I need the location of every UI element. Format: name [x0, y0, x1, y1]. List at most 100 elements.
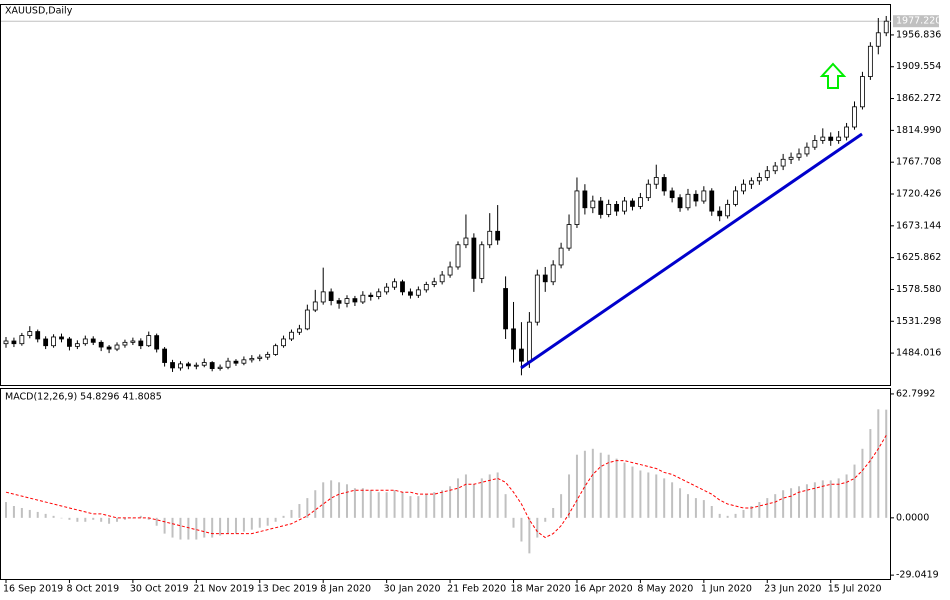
- y-tick-label: 1625.862: [896, 252, 941, 263]
- macd-bar: [496, 472, 499, 518]
- macd-bar: [314, 490, 317, 518]
- candle-body: [558, 247, 564, 266]
- candle-body: [804, 146, 810, 155]
- x-tick-label: 15 Jul 2020: [828, 584, 882, 595]
- candle-body: [415, 289, 421, 296]
- candle-body: [154, 335, 160, 350]
- macd-bar: [60, 517, 63, 519]
- x-tick-label: 8 Jan 2020: [320, 584, 371, 595]
- macd-bar: [163, 517, 166, 534]
- macd-bar: [758, 502, 761, 518]
- macd-bar: [377, 492, 380, 518]
- macd-bar: [322, 482, 325, 518]
- macd-bar: [76, 517, 79, 522]
- candle-body: [867, 45, 873, 77]
- macd-bar: [829, 480, 832, 518]
- candle-body: [590, 200, 596, 209]
- y-tick-label: 1484.016: [896, 348, 941, 359]
- candle-body: [67, 338, 72, 347]
- macd-bar: [694, 498, 697, 518]
- macd-bar: [504, 494, 507, 518]
- candle-body: [598, 200, 604, 215]
- candle-body: [19, 335, 25, 345]
- candle-body: [122, 341, 128, 346]
- macd-bar: [480, 478, 483, 518]
- macd-bar: [710, 505, 713, 518]
- candle-body: [812, 140, 818, 148]
- candle-body: [645, 183, 651, 199]
- y-tick-label: 1814.990: [896, 125, 941, 136]
- macd-bar: [821, 480, 824, 518]
- candle-body: [130, 340, 136, 343]
- x-tick-label: 8 May 2020: [637, 584, 693, 595]
- candle-body: [582, 190, 588, 209]
- chart-title: XAUUSD,Daily: [5, 6, 73, 17]
- candle-body: [495, 230, 501, 241]
- x-tick-label: 30 Jan 2020: [384, 584, 441, 595]
- macd-bar: [266, 517, 269, 526]
- macd-bar: [734, 513, 737, 518]
- macd-bar: [219, 517, 222, 536]
- candle-body: [749, 180, 754, 185]
- macd-bar: [599, 452, 602, 518]
- marks: 1484.016 1531.298 1578.580 1625.862 1673.144…: [1, 15, 941, 595]
- candle-body: [756, 177, 762, 182]
- macd-bar: [409, 496, 412, 518]
- macd-bar: [885, 409, 888, 518]
- candle-body: [392, 281, 397, 288]
- candle-body: [162, 348, 168, 363]
- macd-bar: [623, 462, 626, 518]
- candle-body: [653, 177, 659, 185]
- macd-bar: [68, 517, 71, 520]
- y-tick-label: -29.0419: [896, 570, 939, 581]
- candle-body: [622, 200, 627, 212]
- macd-panel: [0, 388, 891, 580]
- y-tick-label: 1956.836: [896, 29, 941, 40]
- macd-bar: [250, 517, 253, 530]
- macd-bar: [203, 517, 206, 538]
- macd-bar: [583, 450, 586, 518]
- macd-bar: [449, 486, 452, 518]
- candle-body: [201, 362, 207, 366]
- macd-bar: [726, 515, 729, 518]
- macd-bar: [464, 474, 467, 518]
- macd-bar: [813, 482, 816, 518]
- macd-bar: [139, 515, 142, 518]
- macd-bar: [536, 517, 539, 538]
- macd-bar: [472, 484, 475, 518]
- macd-bar: [298, 504, 301, 518]
- macd-bar: [28, 509, 31, 518]
- macd-bar: [234, 517, 237, 534]
- y-tick-label: 1767.708: [896, 157, 941, 168]
- macd-bar: [116, 517, 119, 522]
- candle-body: [241, 359, 247, 364]
- candle-body: [780, 158, 786, 167]
- candle-body: [114, 344, 120, 350]
- candle-body: [233, 360, 239, 364]
- macd-bar: [575, 454, 578, 518]
- macd-bar: [647, 472, 650, 518]
- candle-body: [741, 183, 746, 192]
- candle-body: [360, 294, 366, 303]
- candle-body: [400, 281, 405, 293]
- macd-bar: [837, 478, 840, 518]
- macd-bar: [353, 488, 356, 518]
- candle-body: [185, 363, 191, 367]
- candle-body: [170, 362, 175, 369]
- macd-bar: [171, 517, 174, 538]
- candle-body: [193, 364, 199, 367]
- candle-body: [265, 354, 271, 358]
- macd-bar: [179, 517, 182, 540]
- macd-bar: [790, 488, 793, 518]
- candle-body: [519, 348, 524, 362]
- candle-body: [883, 20, 889, 34]
- candle-body: [90, 338, 96, 343]
- x-tick-label: 16 Sep 2019: [3, 584, 63, 595]
- macd-bar: [393, 490, 396, 518]
- candle-body: [82, 338, 88, 345]
- y-tick-label: 62.7992: [896, 388, 935, 399]
- candle-body: [51, 336, 56, 347]
- macd-bar: [805, 484, 808, 518]
- candle-body: [439, 274, 445, 283]
- candle-body: [431, 281, 437, 285]
